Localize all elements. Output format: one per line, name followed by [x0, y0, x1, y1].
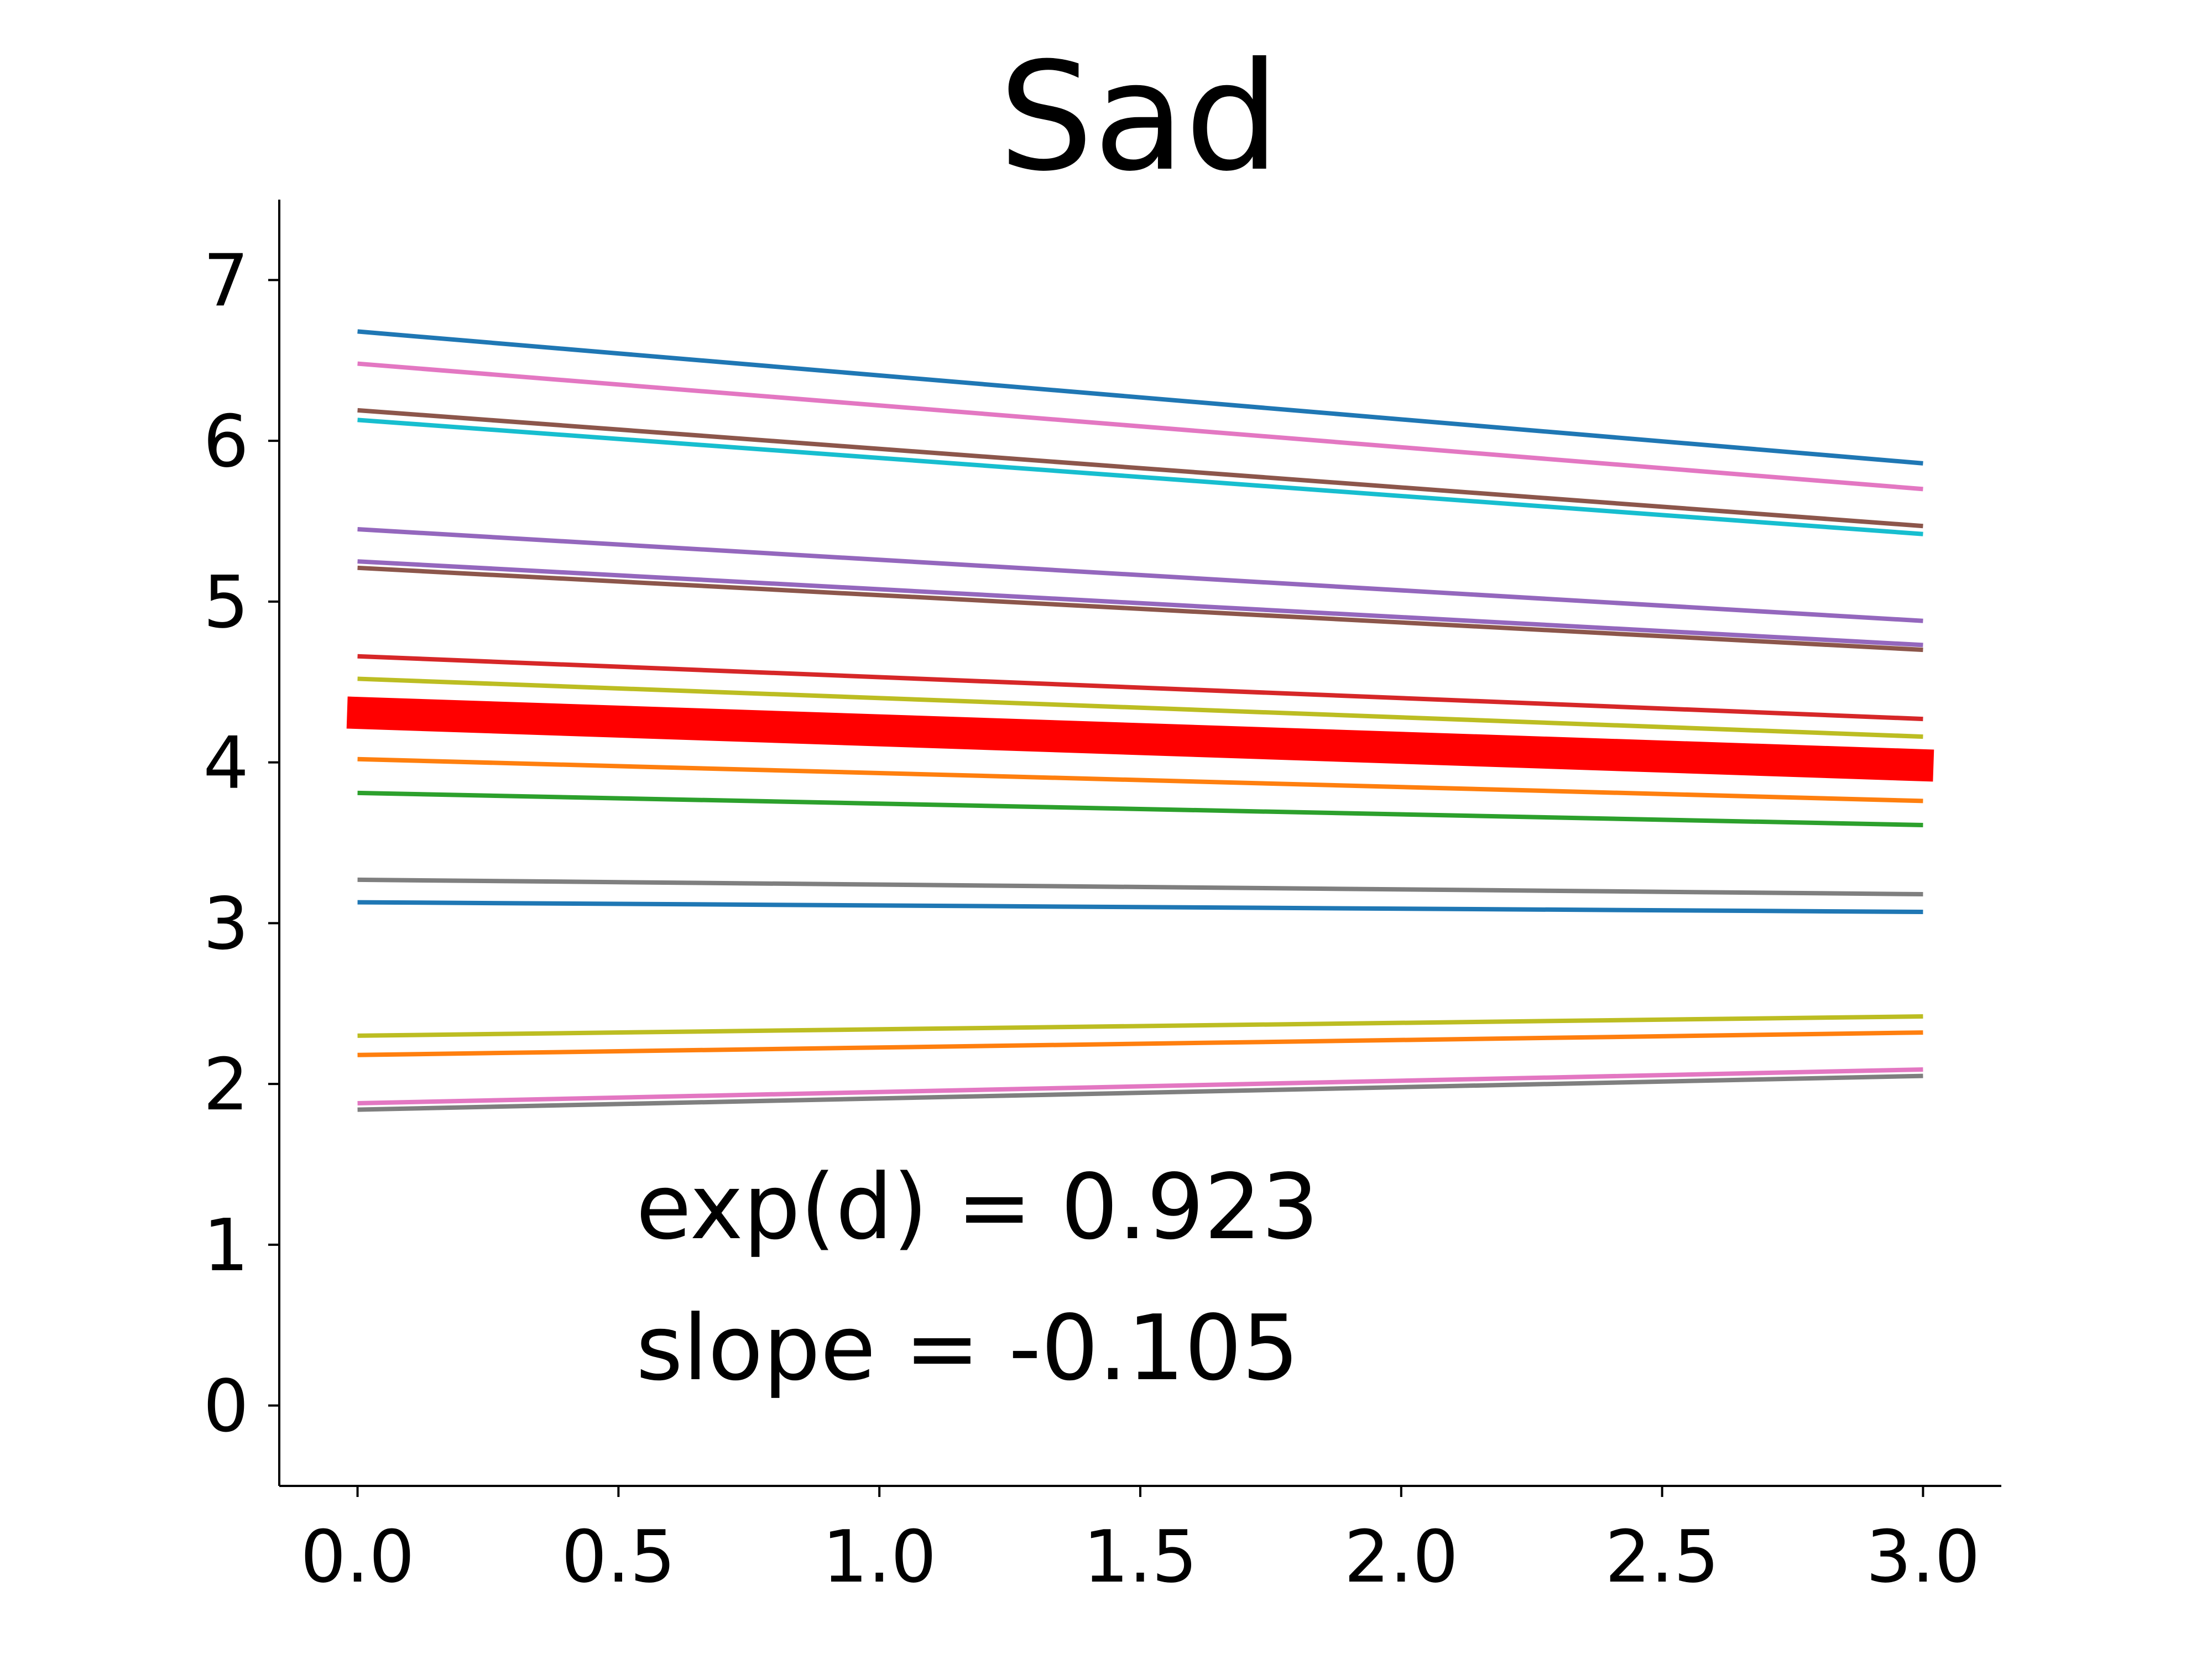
y-tick-label: 0: [203, 1364, 249, 1448]
series-line-10: [357, 757, 1923, 804]
x-tick-label: 2.0: [1344, 1515, 1458, 1599]
x-tick-label: 0.5: [561, 1515, 676, 1599]
y-tick-label: 5: [203, 560, 249, 644]
series-line-14: [357, 1014, 1923, 1038]
series-line-5: [357, 527, 1923, 623]
y-tick-label: 7: [203, 238, 249, 322]
y-tick-label: 2: [203, 1042, 249, 1126]
y-tick-label: 4: [203, 721, 249, 805]
y-tick-label: 1: [203, 1203, 249, 1287]
x-tick-label: 1.0: [822, 1515, 937, 1599]
series-line-2: [357, 361, 1923, 492]
x-tick-label: 3.0: [1866, 1515, 1980, 1599]
series-line-12: [357, 877, 1923, 897]
series-line-7: [357, 565, 1923, 653]
x-tick-label: 2.5: [1605, 1515, 1719, 1599]
series-layer: [346, 329, 1934, 1112]
series-line-6: [357, 559, 1923, 648]
x-tick-label: 0.0: [300, 1515, 415, 1599]
series-line-8: [357, 654, 1923, 722]
annotation-slope: slope = -0.105: [636, 1296, 1299, 1401]
series-line-13: [357, 900, 1923, 915]
mean-trend-line: [346, 696, 1934, 782]
series-line-17: [357, 1073, 1923, 1112]
axes: [278, 200, 2001, 1487]
series-line-3: [357, 408, 1923, 529]
series-line-16: [357, 1067, 1923, 1106]
series-line-1: [357, 329, 1923, 466]
y-tick-label: 3: [203, 881, 249, 966]
annotation-exp-d: exp(d) = 0.923: [636, 1155, 1319, 1260]
y-tick-label: 6: [203, 399, 249, 483]
series-line-11: [357, 790, 1923, 828]
ticks: 0.0 0.5 1.0 1.5 2.0 2.5 3.0 0 1 2 3 4 5 6 7: [203, 238, 1980, 1599]
series-line-15: [357, 1030, 1923, 1057]
x-tick-label: 1.5: [1083, 1515, 1198, 1599]
chart-title: Sad: [999, 30, 1280, 204]
series-line-4: [357, 418, 1923, 536]
series-line-9: [357, 676, 1923, 739]
